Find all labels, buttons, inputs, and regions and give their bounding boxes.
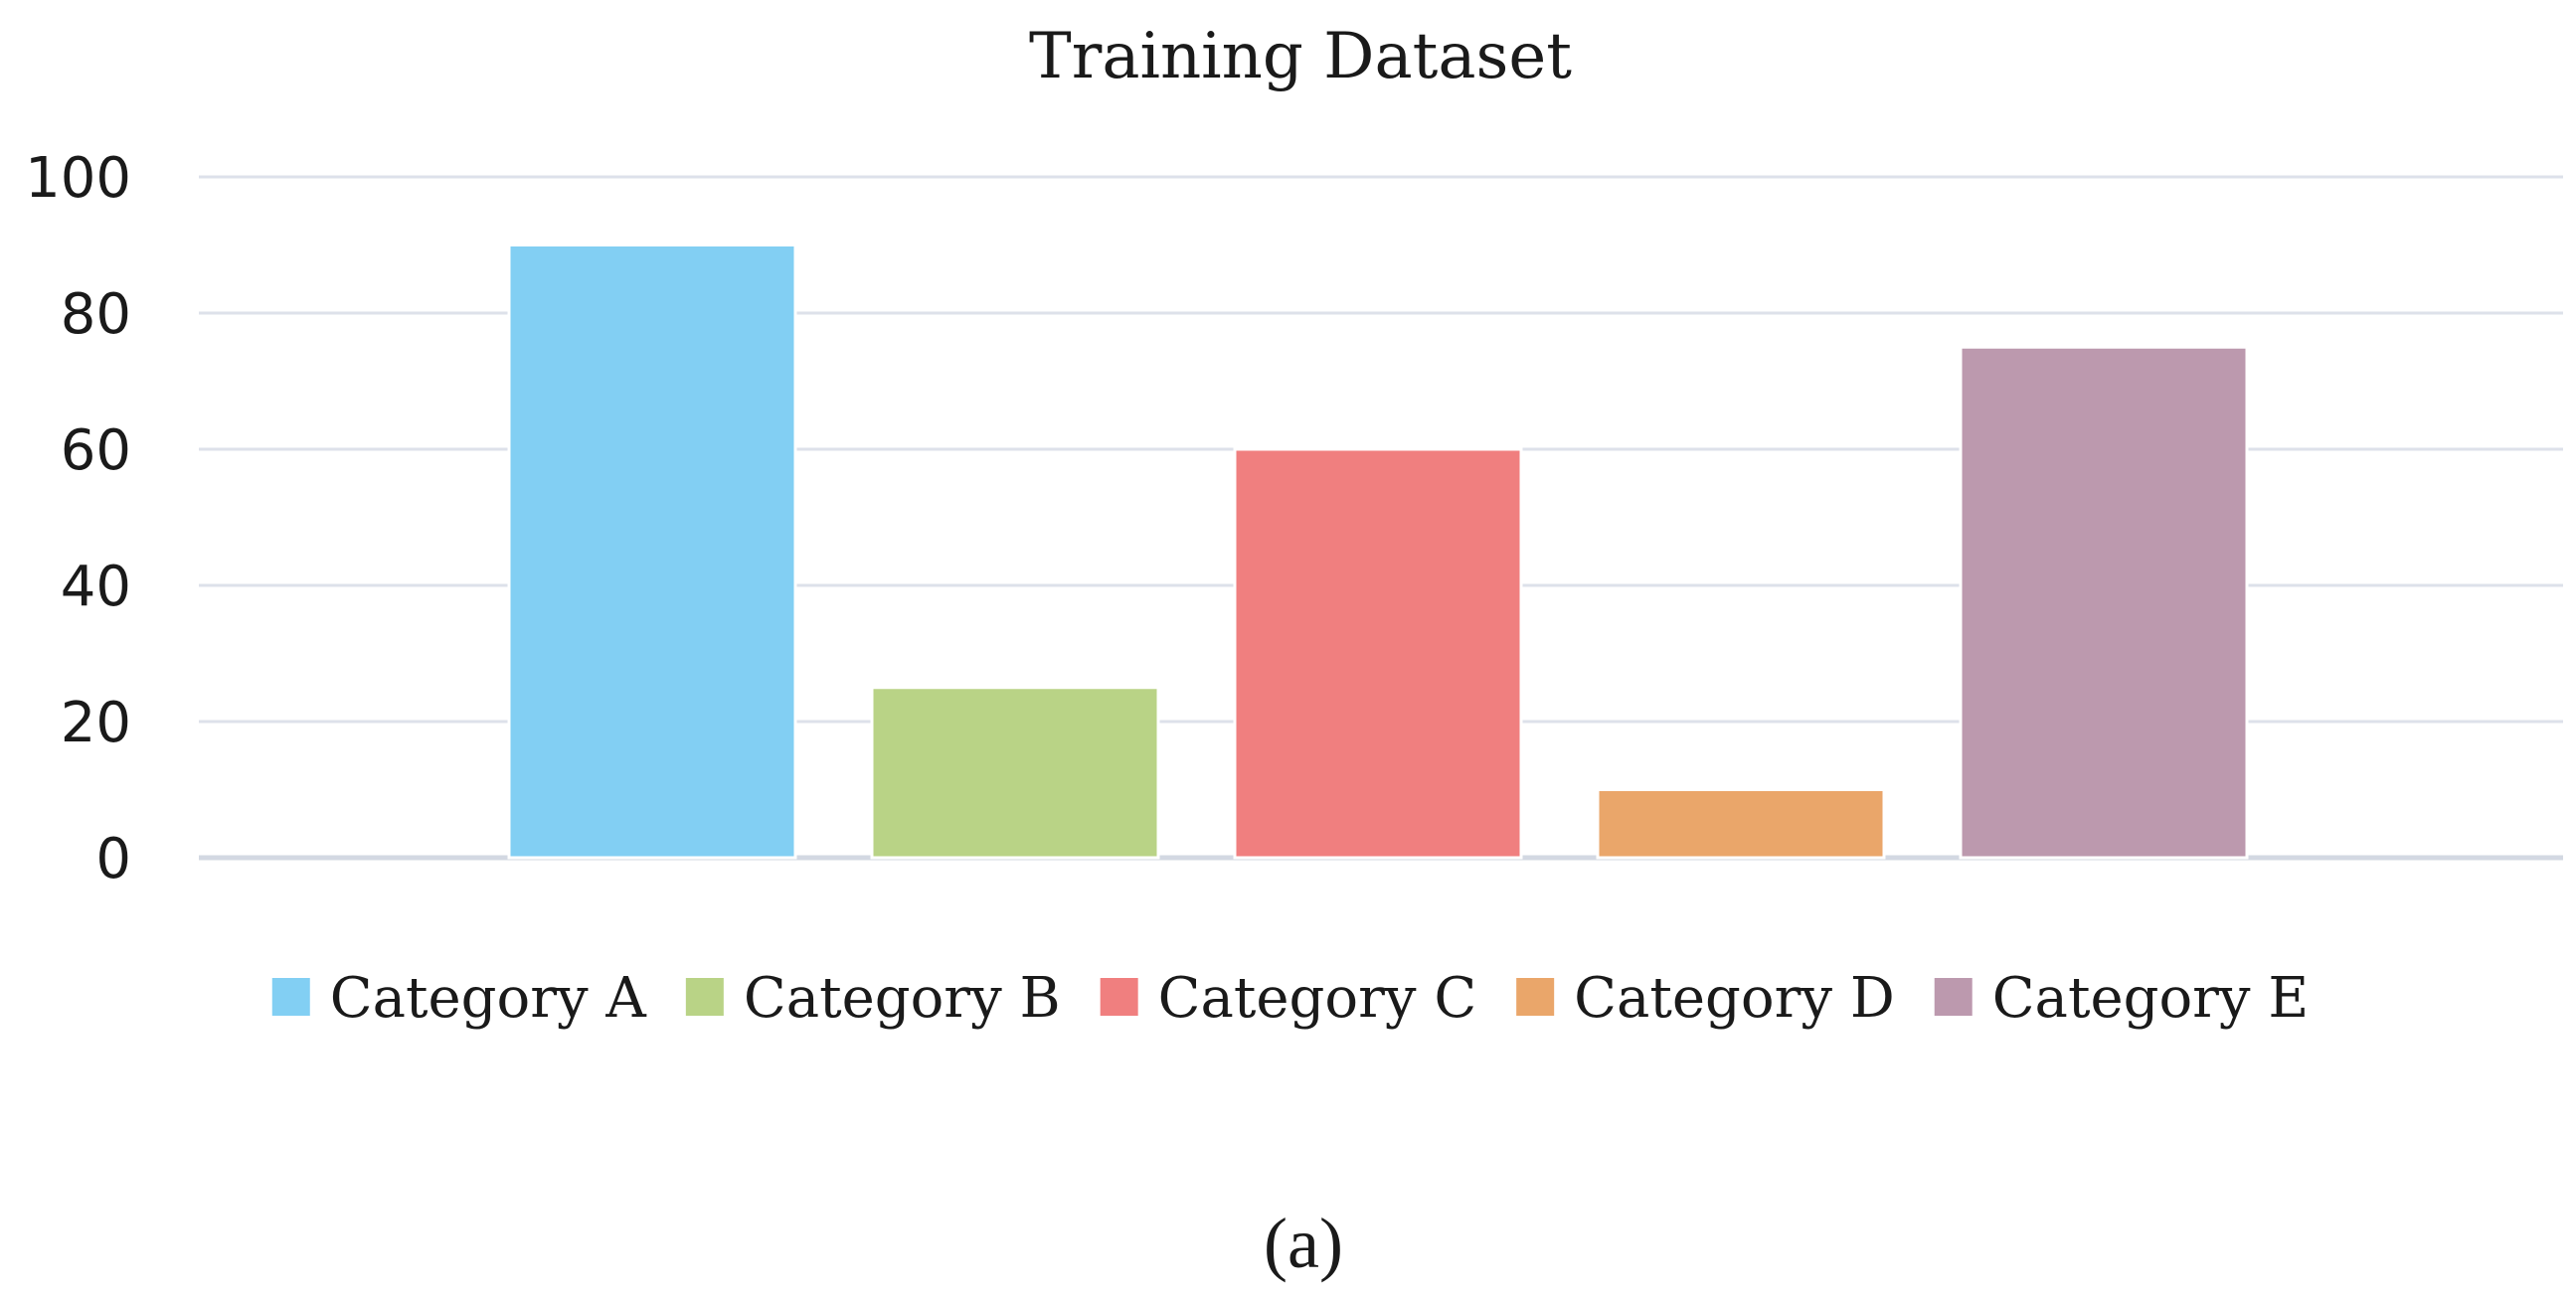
legend-item: Category B [685,966,1061,1031]
legend-item: Category D [1516,966,1895,1031]
y-axis-ticks: 0 20 40 60 80 100 [25,146,131,892]
bars [507,243,2249,860]
bar [870,686,1160,860]
legend-label: Category B [744,966,1061,1031]
y-tick-label: 60 [61,418,131,483]
legend-label: Category C [1158,966,1477,1031]
legend-swatch [1516,978,1555,1016]
legend-item: Category C [1100,966,1477,1031]
bar [1233,447,1523,860]
legend-swatch [1934,978,1973,1016]
legend-label: Category E [1992,966,2310,1031]
legend-swatch [271,978,310,1016]
legend-label: Category A [330,966,647,1031]
bar [507,243,797,860]
y-tick-label: 100 [25,146,131,211]
legend-item: Category A [271,966,647,1031]
legend-swatch [1100,978,1138,1016]
legend-swatch [685,978,724,1016]
y-tick-label: 80 [61,282,131,347]
bar [1596,788,1886,860]
y-tick-label: 20 [61,691,131,755]
y-tick-label: 40 [61,555,131,619]
y-tick-label: 0 [95,827,131,892]
bar [1959,345,2249,860]
chart-title: Training Dataset [1029,20,1572,93]
figure-caption: (a) [1264,1204,1343,1283]
legend: Category A Category B Category C Category D… [271,966,2310,1031]
legend-label: Category D [1574,966,1895,1031]
legend-item: Category E [1934,966,2310,1031]
